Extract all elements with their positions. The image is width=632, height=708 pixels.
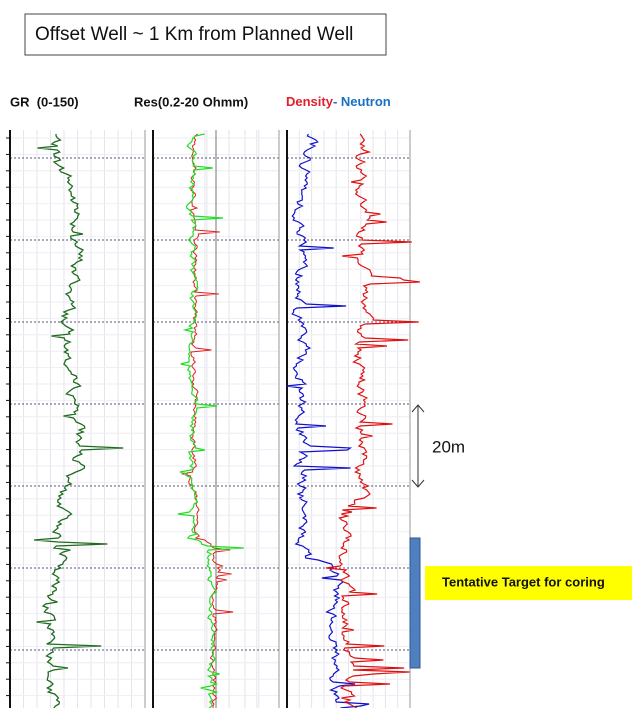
target-label: Tentative Target for coring	[442, 574, 605, 589]
target-box	[425, 566, 632, 600]
scale-label: 20m	[432, 437, 465, 456]
arrow-head-bottom	[411, 479, 425, 488]
res-track-label: Res(0.2-20 Ohmm)	[134, 94, 248, 109]
density-neutron-label: Density- Neutron	[286, 94, 391, 109]
separator: -	[333, 94, 341, 109]
res-green-curve	[177, 133, 244, 708]
neutron-curve	[286, 133, 370, 708]
tracks	[6, 130, 420, 708]
title-box	[24, 13, 387, 56]
gr-curve	[34, 133, 124, 708]
res-red-curve	[181, 133, 234, 708]
target-bar	[409, 537, 421, 669]
gr-track-label: GR (0-150)	[10, 94, 79, 109]
arrow-head-top	[411, 404, 425, 413]
neutron-label: Neutron	[341, 94, 391, 109]
density-label: Density	[286, 94, 334, 109]
density-curve	[325, 133, 420, 708]
title: Offset Well ~ 1 Km from Planned Well	[35, 24, 353, 45]
